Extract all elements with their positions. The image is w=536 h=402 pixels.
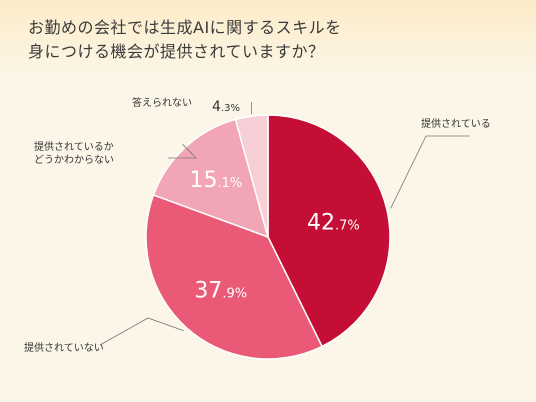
slice-category-label: 提供されていない bbox=[24, 341, 104, 354]
pie-slices bbox=[145, 114, 391, 360]
slice-category-label: 提供されている bbox=[421, 117, 491, 130]
percent-decimal: .3% bbox=[221, 103, 240, 114]
slice-category-label: 提供されているか bbox=[34, 140, 114, 153]
percent-integer: 15 bbox=[190, 168, 218, 193]
slice-percent-label: 4.3% bbox=[212, 99, 240, 115]
pie-slice bbox=[267, 114, 391, 348]
leader-line bbox=[390, 135, 470, 209]
percent-integer: 4 bbox=[212, 99, 221, 115]
slice-percent-label: 42.7% bbox=[307, 211, 360, 236]
pie-slice bbox=[145, 193, 324, 360]
percent-decimal: .9% bbox=[222, 287, 247, 302]
slice-category-label: 答えられない bbox=[132, 96, 192, 109]
slice-labels: 42.7% 提供されている 37.9% 提供されていない 15.1% 提供されているかどう… bbox=[24, 96, 491, 354]
leader-line bbox=[99, 317, 184, 346]
percent-decimal: .7% bbox=[335, 219, 360, 234]
slice-percent-label: 37.9% bbox=[194, 279, 247, 304]
chart-title-line-2: 身につける機会が提供されていますか？ bbox=[28, 42, 325, 61]
percent-integer: 42 bbox=[307, 211, 335, 236]
slice-category-label: どうかわからない bbox=[34, 154, 114, 166]
pie-slice bbox=[234, 114, 269, 238]
chart-title-line-1: お勤めの会社では生成AIに関するスキルを bbox=[28, 18, 342, 37]
percent-integer: 37 bbox=[194, 279, 222, 304]
slice-percent-label: 15.1% bbox=[190, 168, 243, 193]
percent-decimal: .1% bbox=[218, 176, 243, 191]
leader-lines bbox=[99, 102, 470, 346]
leader-line bbox=[168, 144, 197, 159]
title-band bbox=[0, 0, 536, 80]
chart-title: お勤めの会社では生成AIに関するスキルを 身につける機会が提供されていますか？ bbox=[28, 16, 518, 64]
